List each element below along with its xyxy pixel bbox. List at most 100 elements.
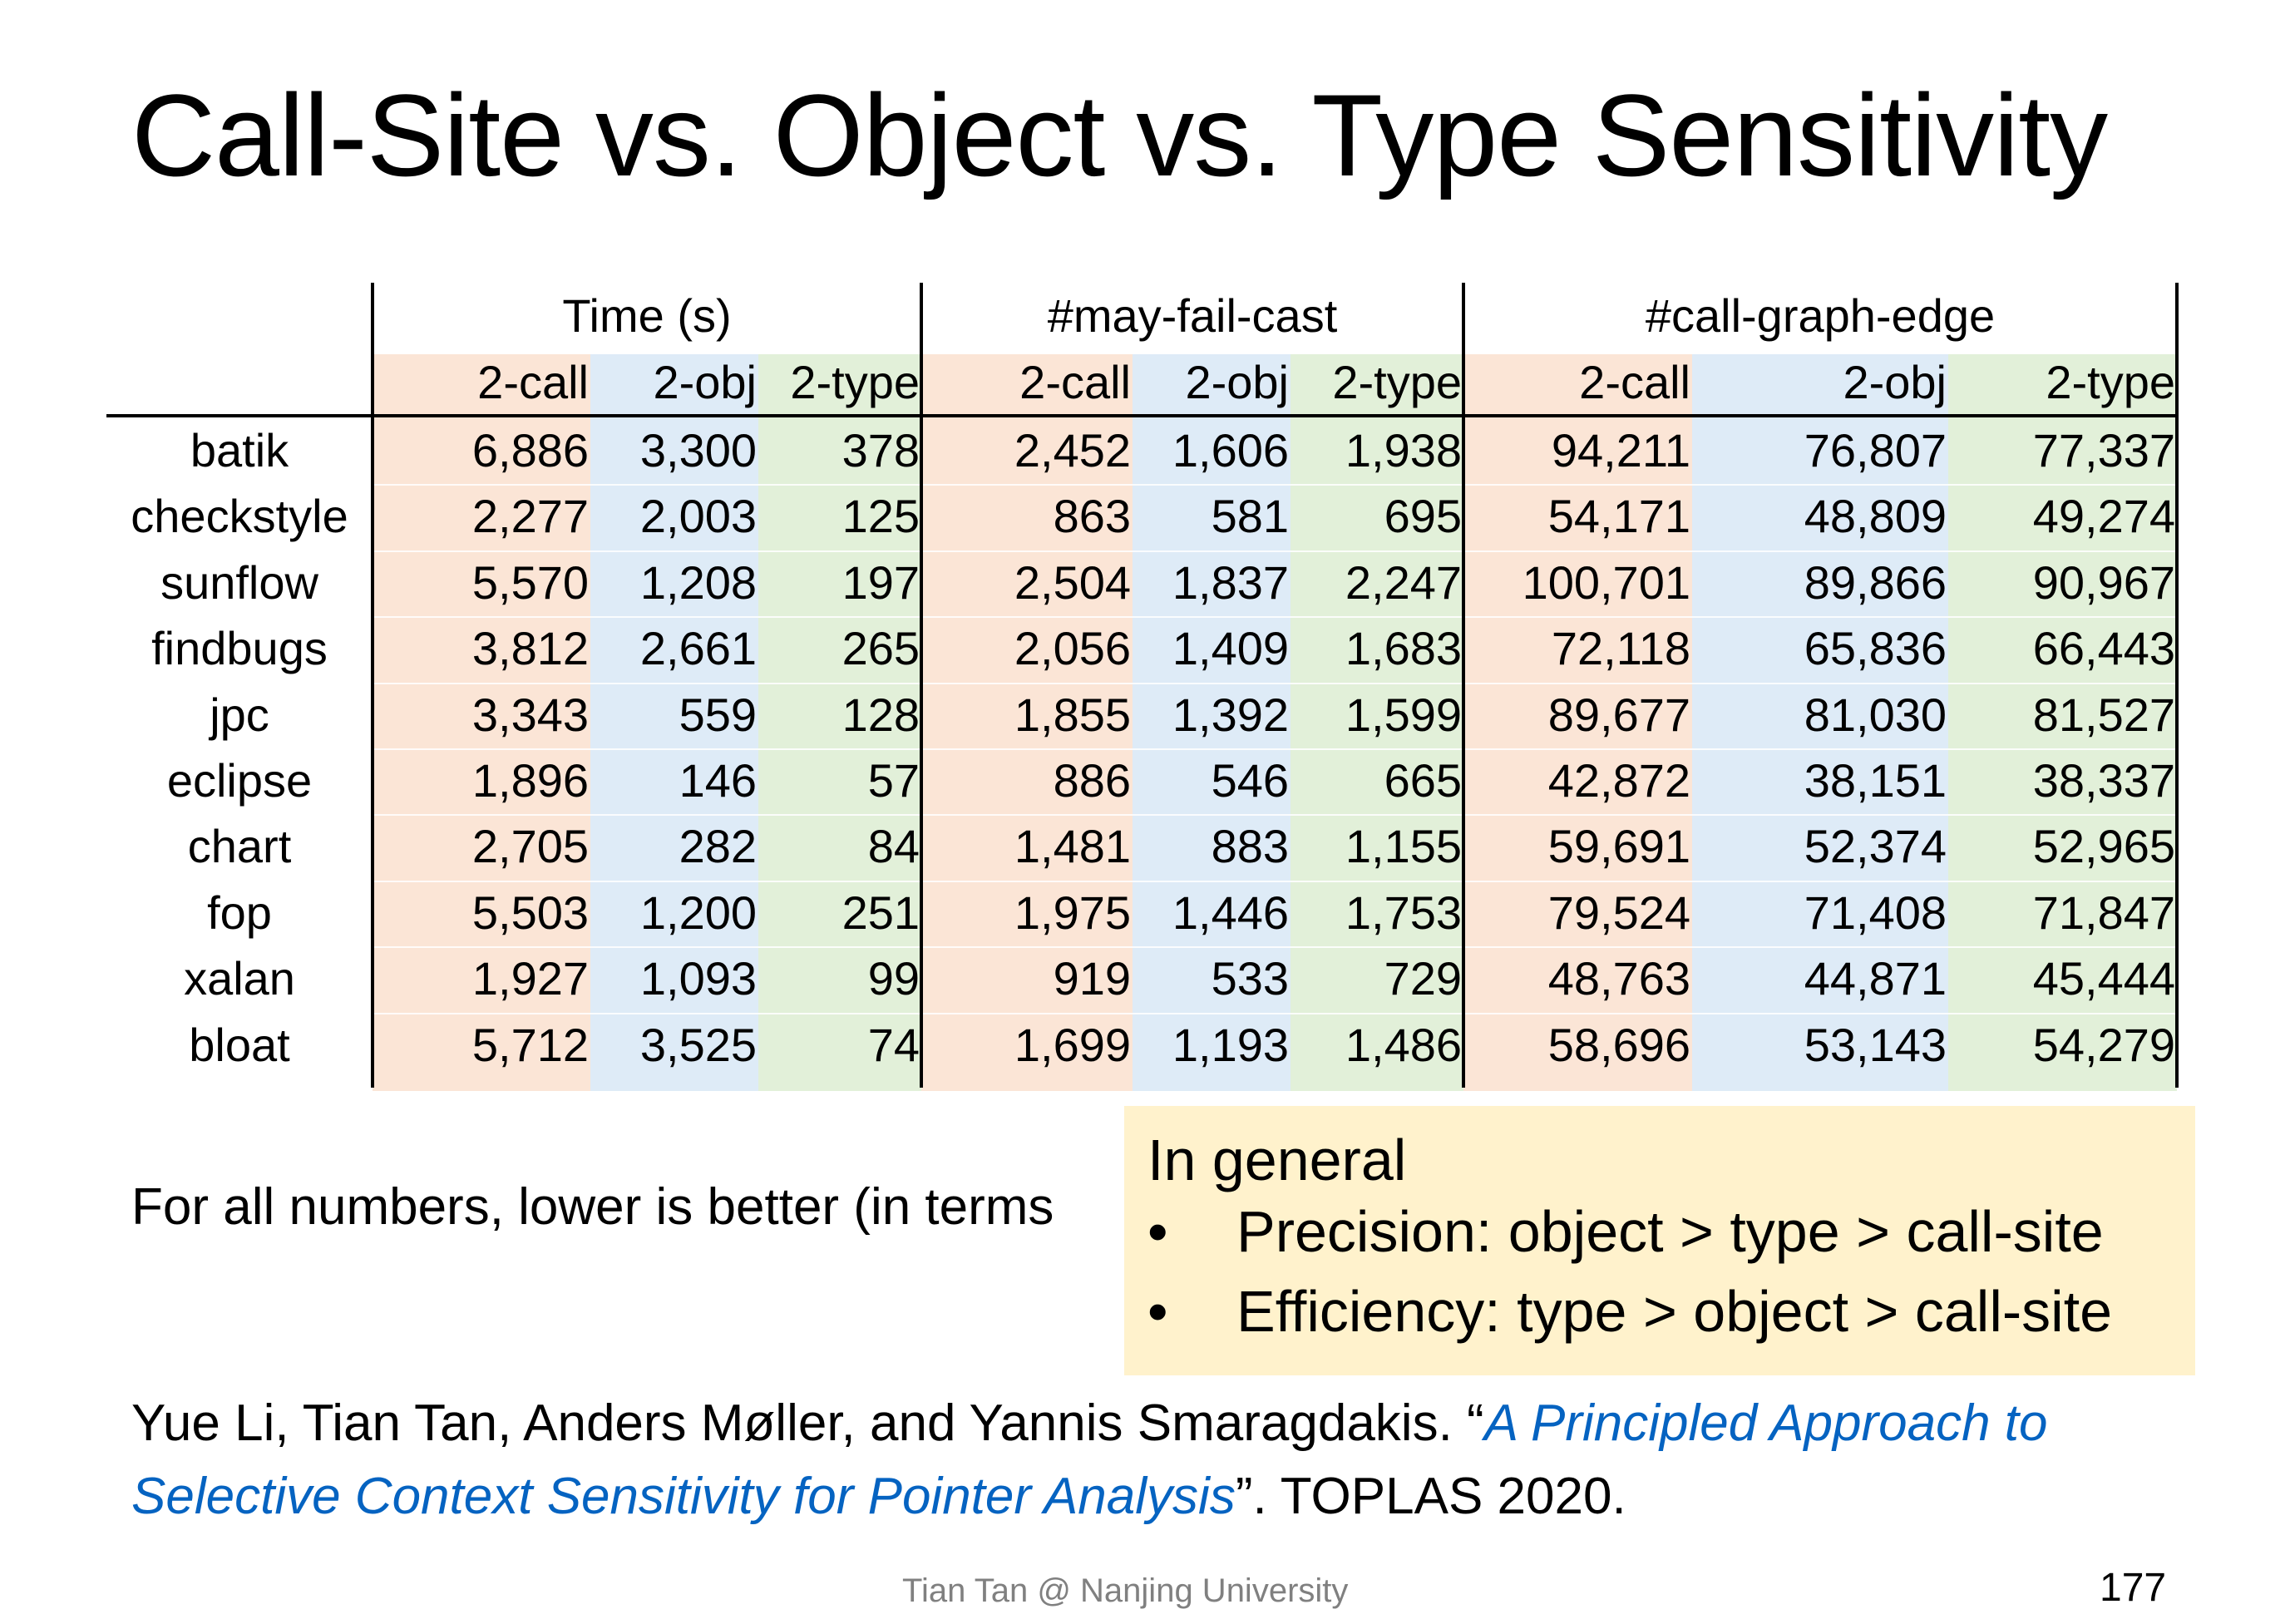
table-cell: 3,343 <box>471 688 589 741</box>
table-cell: 1,927 <box>471 952 589 1005</box>
header-rule <box>106 414 2179 417</box>
table-cell: 6,886 <box>471 424 589 476</box>
row-separator <box>373 616 2177 619</box>
column-header: 2-call <box>477 356 589 408</box>
table-cell: 3,300 <box>639 424 757 476</box>
table-cell: 251 <box>841 886 920 939</box>
bullet-icon: • <box>1147 1279 1168 1344</box>
row-separator <box>373 550 2177 552</box>
callout-heading: In general <box>1147 1128 1407 1192</box>
table-cell: 883 <box>1211 820 1289 873</box>
table-cell: 42,872 <box>1547 754 1690 807</box>
table-cell: 100,701 <box>1522 555 1690 609</box>
table-cell: 38,151 <box>1804 754 1947 807</box>
table-cell: 71,847 <box>2032 886 2175 939</box>
benchmark-name: findbugs <box>151 622 328 675</box>
row-separator <box>373 484 2177 486</box>
table-cell: 1,200 <box>639 886 757 939</box>
table-cell: 533 <box>1211 952 1289 1005</box>
column-band-obj <box>1692 354 1948 1091</box>
citation-venue: ”. TOPLAS 2020. <box>1235 1468 1626 1525</box>
citation-paper-link[interactable]: A Principled Approach to Selective Conte… <box>131 1394 2048 1525</box>
table-cell: 99 <box>867 952 920 1005</box>
column-divider <box>371 283 374 1088</box>
table-cell: 546 <box>1211 754 1289 807</box>
table-cell: 2,247 <box>1345 555 1462 609</box>
column-header: 2-obj <box>1185 356 1289 408</box>
table-cell: 1,938 <box>1345 424 1462 476</box>
row-separator <box>373 1012 2177 1014</box>
table-cell: 265 <box>841 622 920 675</box>
table-cell: 2,452 <box>1014 424 1131 476</box>
table-cell: 76,807 <box>1804 424 1947 476</box>
table-cell: 1,392 <box>1172 688 1289 741</box>
table-cell: 863 <box>1053 490 1131 543</box>
column-divider <box>920 283 923 1088</box>
table-cell: 52,374 <box>1804 820 1947 873</box>
table-cell: 378 <box>841 424 920 476</box>
column-header: 2-type <box>1332 356 1462 408</box>
table-cell: 665 <box>1384 754 1462 807</box>
column-divider <box>1462 283 1465 1088</box>
table-cell: 2,705 <box>471 820 589 873</box>
table-cell: 1,486 <box>1345 1018 1462 1071</box>
benchmark-name: checkstyle <box>131 490 348 543</box>
table-cell: 1,481 <box>1014 820 1131 873</box>
column-divider <box>2175 283 2179 1088</box>
page-number: 177 <box>2100 1566 2167 1610</box>
table-cell: 5,712 <box>471 1018 589 1071</box>
table-cell: 2,504 <box>1014 555 1131 609</box>
callout-bullet-efficiency: Efficiency: type > object > call-site <box>1236 1279 2113 1344</box>
table-cell: 1,975 <box>1014 886 1131 939</box>
table-cell: 59,691 <box>1547 820 1690 873</box>
table-cell: 66,443 <box>2032 622 2175 675</box>
table-cell: 48,763 <box>1547 952 1690 1005</box>
column-band-call <box>1463 354 1692 1091</box>
table-cell: 45,444 <box>2032 952 2175 1005</box>
row-separator <box>373 880 2177 882</box>
table-cell: 49,274 <box>2032 490 2175 543</box>
table-cell: 1,155 <box>1345 820 1462 873</box>
table-cell: 65,836 <box>1804 622 1947 675</box>
table-cell: 81,527 <box>2032 688 2175 741</box>
table-cell: 89,677 <box>1547 688 1690 741</box>
column-band-obj <box>1133 354 1291 1091</box>
table-cell: 5,503 <box>471 886 589 939</box>
benchmark-name: sunflow <box>160 555 318 609</box>
column-band-type <box>1291 354 1463 1091</box>
table-cell: 919 <box>1053 952 1131 1005</box>
citation: Yue Li, Tian Tan, Anders Møller, and Yan… <box>131 1387 2210 1533</box>
column-header: 2-type <box>790 356 920 408</box>
row-separator <box>373 748 2177 750</box>
table-cell: 2,056 <box>1014 622 1131 675</box>
table-cell: 729 <box>1384 952 1462 1005</box>
table-cell: 79,524 <box>1547 886 1690 939</box>
table-cell: 54,279 <box>2032 1018 2175 1071</box>
table-cell: 71,408 <box>1804 886 1947 939</box>
column-header: 2-call <box>1019 356 1131 408</box>
table-cell: 1,699 <box>1014 1018 1131 1071</box>
row-separator <box>373 682 2177 684</box>
table-cell: 5,570 <box>471 555 589 609</box>
group-header: #may-fail-cast <box>1047 289 1338 342</box>
table-cell: 559 <box>679 688 757 741</box>
callout-bullet-precision: Precision: object > type > call-site <box>1236 1199 2104 1264</box>
table-cell: 1,896 <box>471 754 589 807</box>
table-cell: 125 <box>841 490 920 543</box>
column-band-call <box>921 354 1133 1091</box>
table-cell: 886 <box>1053 754 1131 807</box>
table-cell: 74 <box>867 1018 920 1071</box>
table-cell: 1,753 <box>1345 886 1462 939</box>
table-cell: 57 <box>867 754 920 807</box>
table-cell: 58,696 <box>1547 1018 1690 1071</box>
benchmark-name: chart <box>187 820 292 873</box>
table-cell: 1,837 <box>1172 555 1289 609</box>
table-cell: 1,446 <box>1172 886 1289 939</box>
table-cell: 53,143 <box>1804 1018 1947 1071</box>
column-header: 2-obj <box>653 356 757 408</box>
table-cell: 1,208 <box>639 555 757 609</box>
benchmark-name: bloat <box>189 1018 290 1071</box>
table-cell: 197 <box>841 555 920 609</box>
table-cell: 90,967 <box>2032 555 2175 609</box>
